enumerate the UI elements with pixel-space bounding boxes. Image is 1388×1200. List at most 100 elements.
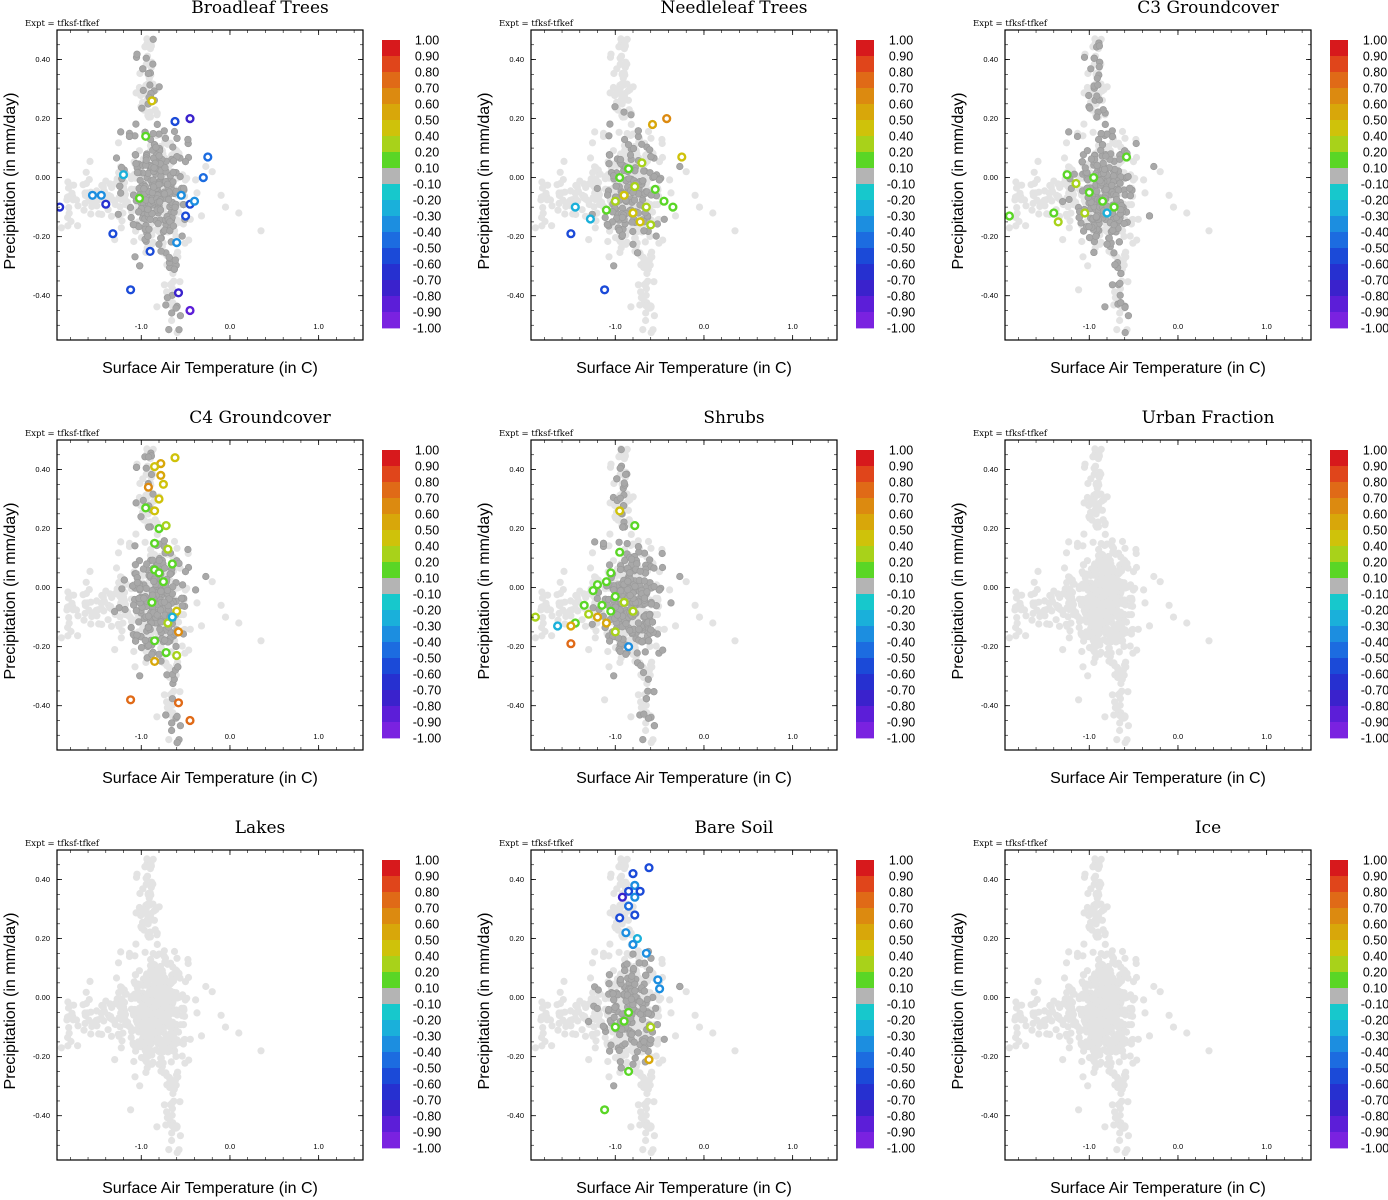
expt-label: Expt = tfksf-tfkef: [499, 429, 574, 439]
neutral-point: [1124, 173, 1132, 181]
data-point: [154, 568, 164, 578]
neutral-point: [154, 220, 162, 228]
colorbar-label: -0.20: [413, 194, 442, 208]
background-point: [173, 544, 181, 552]
background-point: [149, 550, 157, 558]
background-point: [1078, 237, 1086, 246]
data-point: [145, 246, 155, 257]
neutral-point: [1099, 159, 1107, 167]
y-tick-label: 0.40: [509, 55, 524, 64]
background-point: [257, 227, 265, 235]
background-point: [110, 197, 118, 205]
background-point: [626, 86, 634, 94]
neutral-point: [157, 247, 165, 255]
background-point: [1059, 236, 1067, 244]
background-point: [136, 479, 144, 488]
neutral-point: [1117, 299, 1125, 307]
colorbar-swatch: [856, 152, 874, 169]
neutral-point: [1085, 223, 1093, 231]
neutral-point: [1115, 238, 1123, 246]
colorbar-swatch: [1330, 264, 1348, 281]
data-point: [150, 636, 160, 646]
neutral-point: [629, 240, 637, 248]
colorbar-swatch: [382, 312, 400, 329]
neutral-point: [120, 576, 128, 584]
neutral-point: [150, 183, 158, 191]
data-point: [176, 190, 186, 200]
neutral-point: [135, 208, 143, 216]
neutral-point: [125, 132, 134, 140]
data-point: [181, 211, 191, 221]
background-point: [1141, 189, 1149, 197]
background-point: [616, 89, 624, 98]
background-point: [104, 616, 112, 624]
data-point: [141, 131, 151, 141]
background-point: [1005, 224, 1014, 232]
colorbar-swatch: [856, 40, 874, 57]
background-point: [567, 187, 575, 195]
neutral-point: [149, 130, 157, 138]
background-point: [111, 646, 119, 654]
neutral-point: [172, 304, 180, 312]
background-point: [593, 194, 602, 202]
neutral-point: [136, 672, 144, 680]
colorbar-swatch: [382, 658, 400, 675]
background-point: [1079, 253, 1087, 261]
colorbar-swatch: [856, 184, 874, 201]
neutral-point: [144, 69, 152, 78]
colorbar-label: 0.60: [415, 508, 439, 522]
y-tick-label: -0.20: [507, 232, 524, 241]
background-point: [565, 199, 573, 207]
colorbar-swatch: [382, 562, 400, 579]
x-axis-label: Surface Air Temperature (in C): [576, 360, 792, 377]
background-point: [79, 591, 87, 599]
colorbar-swatch: [1330, 200, 1348, 217]
neutral-point: [628, 218, 636, 226]
data-point: [126, 285, 136, 295]
background-point: [1029, 189, 1037, 197]
background-point: [117, 593, 125, 601]
neutral-point: [169, 583, 177, 591]
background-point: [667, 189, 675, 197]
data-point: [601, 205, 612, 215]
colorbar-swatch: [382, 152, 400, 169]
background-point: [645, 256, 654, 264]
background-point: [604, 237, 612, 246]
colorbar-swatch: [1330, 40, 1348, 57]
colorbar-label: -0.10: [413, 178, 442, 192]
background-point: [65, 619, 73, 627]
colorbar-label: 0.80: [1363, 66, 1387, 80]
background-point: [618, 69, 626, 78]
neutral-point: [593, 184, 601, 193]
neutral-point: [132, 120, 140, 128]
neutral-point: [655, 176, 663, 184]
background-point: [617, 244, 625, 252]
data-point: [185, 305, 195, 316]
background-point: [217, 601, 225, 609]
neutral-point: [626, 151, 635, 159]
colorbar-swatch: [382, 546, 400, 563]
background-point: [108, 593, 116, 602]
data-point: [1080, 208, 1090, 218]
y-tick-label: -0.20: [33, 232, 50, 241]
neutral-point: [1098, 141, 1107, 149]
background-point: [130, 237, 138, 246]
colorbar-swatch: [382, 466, 400, 483]
y-tick-label: 0.00: [509, 173, 524, 182]
x-tick-label: -1.0: [609, 322, 622, 331]
expt-label: Expt = tfksf-tfkef: [499, 19, 574, 29]
neutral-point: [149, 490, 157, 498]
neutral-point: [155, 152, 163, 160]
neutral-point: [169, 222, 178, 230]
background-point: [1100, 86, 1108, 94]
neutral-point: [612, 182, 620, 190]
colorbar-swatch: [382, 690, 400, 707]
colorbar-label: -0.80: [887, 290, 916, 304]
background-point: [100, 607, 108, 615]
background-point: [63, 606, 71, 614]
neutral-point: [176, 312, 184, 320]
neutral-point: [1110, 172, 1118, 180]
background-point: [601, 175, 609, 183]
neutral-point: [169, 157, 178, 165]
